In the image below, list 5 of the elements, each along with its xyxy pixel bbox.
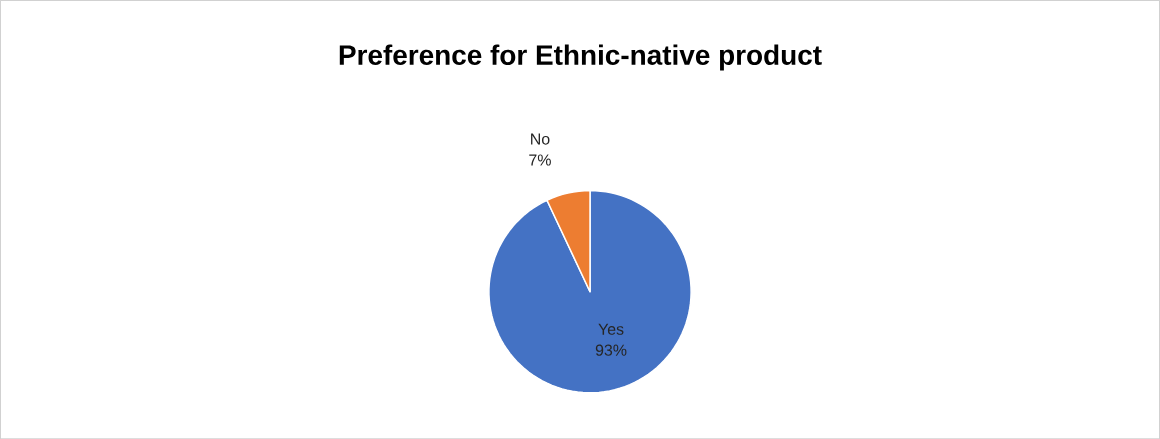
slice-label: No <box>531 133 550 145</box>
data-label: 7% <box>529 154 551 166</box>
chart-title: Preference for Ethnic-native product <box>339 44 822 71</box>
slice-label: Yes <box>598 323 624 335</box>
data-label: 93% <box>595 344 627 356</box>
